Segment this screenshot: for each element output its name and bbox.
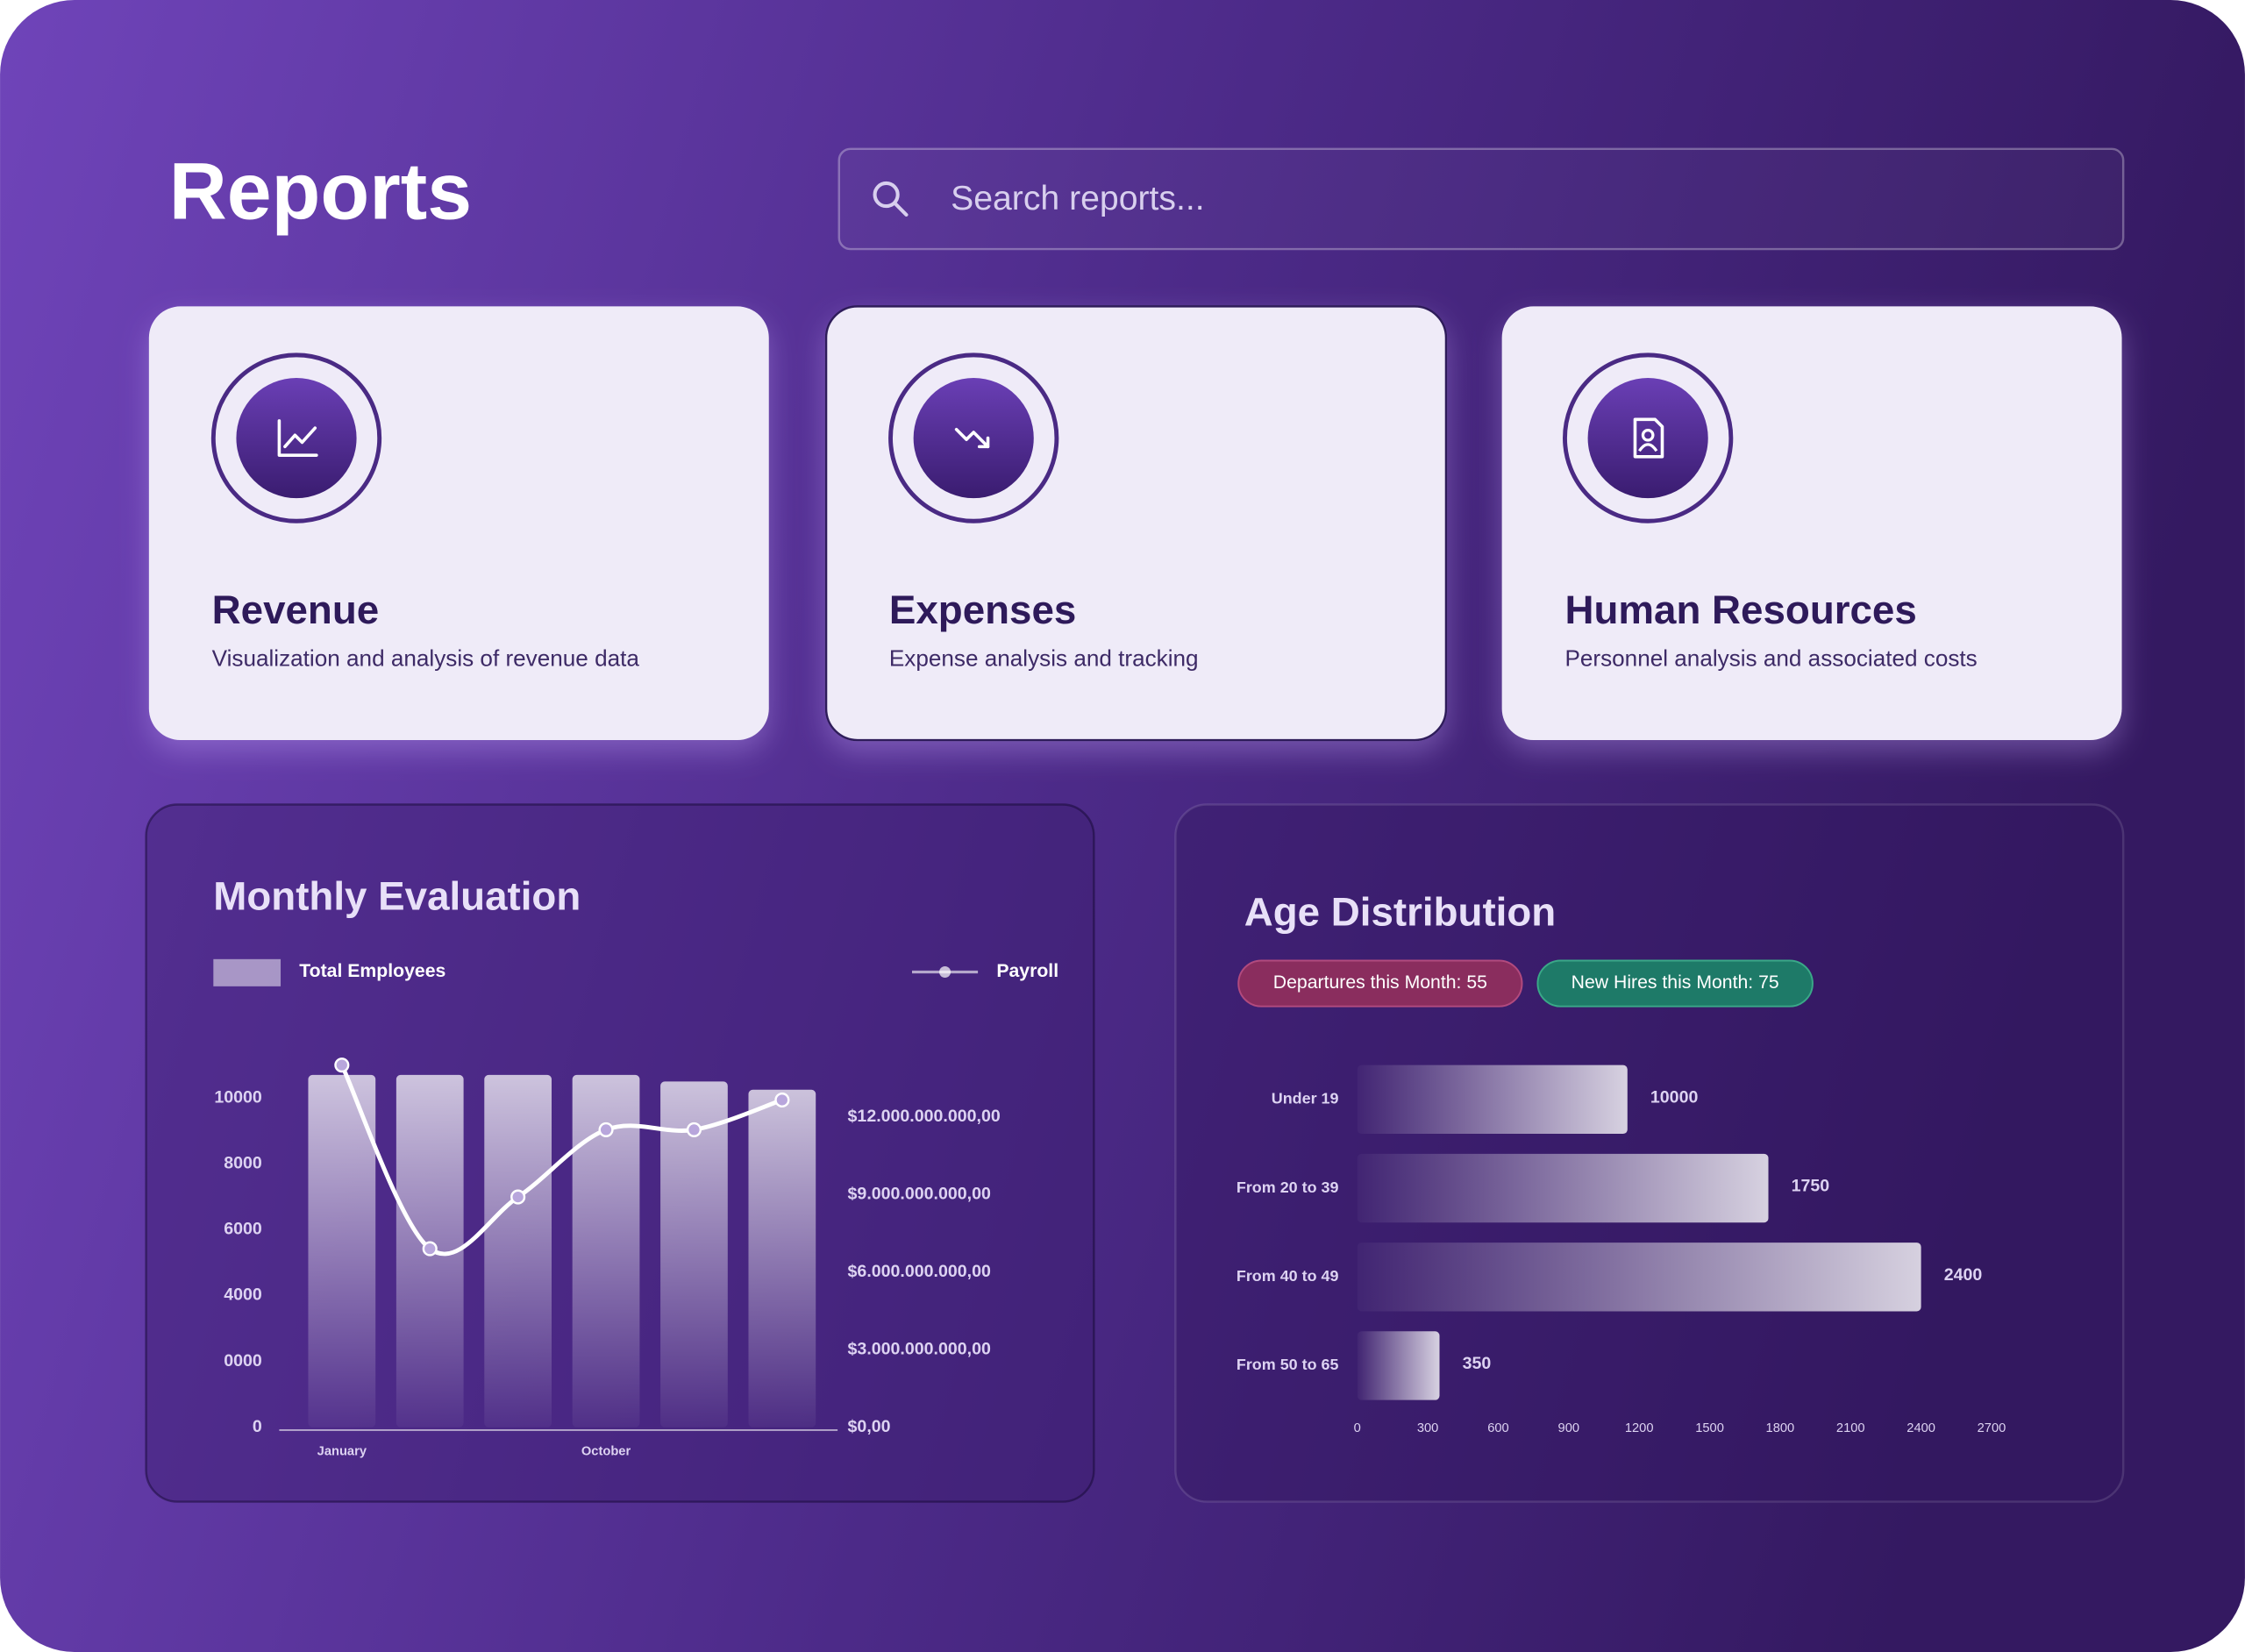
value-label: 2400: [1944, 1265, 1983, 1285]
card-title: Human Resources: [1564, 587, 1916, 632]
x-tick-label: 2700: [1978, 1421, 2006, 1435]
chart-icon: [277, 419, 318, 457]
chart-title: Age Distribution: [1244, 889, 1556, 934]
value-label: 1750: [1792, 1177, 1830, 1196]
x-tick-label: 0: [1354, 1421, 1361, 1435]
search-icon-handle: [893, 201, 909, 217]
icon-disc: [1587, 378, 1708, 499]
icon-disc: [913, 378, 1034, 499]
payroll-point: [422, 1241, 438, 1257]
x-tick-label: 1200: [1625, 1421, 1654, 1435]
employee-bar: [660, 1081, 728, 1428]
page-title: Reports: [169, 146, 472, 236]
card-surface[interactable]: [824, 305, 1448, 742]
age-bar: [1357, 1331, 1440, 1400]
employee-bar: [572, 1074, 640, 1428]
y2-tick-label: $12.000.000.000,00: [848, 1107, 1001, 1126]
y-tick-label: 0: [253, 1417, 262, 1436]
card-surface[interactable]: [148, 306, 769, 741]
payroll-point: [334, 1057, 350, 1073]
search-box[interactable]: Search reports...: [837, 147, 2125, 251]
payroll-point: [598, 1122, 614, 1137]
card-description: Expense analysis and tracking: [889, 645, 1199, 672]
x-tick-label: January: [317, 1444, 367, 1458]
y-tick-label: From 40 to 49: [1237, 1267, 1339, 1285]
age-bar: [1357, 1065, 1628, 1135]
card[interactable]: Human Resources Personnel analysis and a…: [1501, 306, 2122, 741]
value-label: 350: [1463, 1354, 1492, 1373]
search-icon: [873, 181, 900, 209]
x-tick-label: 1800: [1766, 1421, 1795, 1435]
x-tick-label: 1500: [1695, 1421, 1724, 1435]
x-tick-label: 900: [1558, 1421, 1580, 1435]
x-tick-label: October: [581, 1444, 631, 1458]
person-icon-head: [1641, 428, 1655, 442]
employee-bar: [484, 1074, 552, 1428]
y2-tick-label: $0,00: [848, 1417, 891, 1436]
legend-swatch: [213, 958, 282, 986]
card-description: Visualization and analysis of revenue da…: [212, 645, 640, 672]
y-tick-label: Under 19: [1272, 1090, 1339, 1107]
y-tick-label: 4000: [224, 1285, 262, 1305]
badge: [1536, 959, 1814, 1008]
y2-tick-label: $9.000.000.000,00: [848, 1184, 991, 1203]
plots: 0000040006000800010000$0,00$3.000.000.00…: [213, 958, 2006, 1458]
employee-bar: [748, 1089, 816, 1428]
y2-tick-label: $3.000.000.000,00: [848, 1339, 991, 1358]
x-tick-label: 600: [1487, 1421, 1509, 1435]
card[interactable]: Expenses Expense analysis and tracking: [824, 305, 1448, 742]
card[interactable]: Revenue Visualization and analysis of re…: [148, 306, 769, 741]
legend-label: Payroll: [996, 961, 1058, 981]
legend-marker: [939, 965, 951, 979]
x-tick-label: 2100: [1836, 1421, 1865, 1435]
y-tick-label: From 50 to 65: [1237, 1356, 1339, 1373]
document-icon: [1633, 417, 1664, 459]
age-bar: [1357, 1153, 1769, 1223]
chart-title: Monthly Evaluation: [213, 873, 581, 918]
y-tick-label: 10000: [214, 1087, 262, 1107]
x-tick-label: 300: [1417, 1421, 1439, 1435]
employee-bar: [308, 1074, 376, 1428]
badge-label: New Hires this Month: 75: [1572, 972, 1779, 993]
legend-label: Total Employees: [299, 961, 445, 981]
card-title: Expenses: [889, 587, 1076, 632]
person-icon-body: [1638, 443, 1658, 452]
trend-down-icon: [954, 427, 990, 449]
badge: [1237, 959, 1523, 1008]
card-description: Personnel analysis and associated costs: [1564, 645, 1977, 672]
search-placeholder: Search reports...: [951, 180, 1205, 217]
y-tick-label: 8000: [224, 1153, 262, 1172]
y2-tick-label: $6.000.000.000,00: [848, 1262, 991, 1281]
age-bar: [1357, 1243, 1921, 1312]
search-field[interactable]: [837, 147, 2125, 251]
payroll-point: [686, 1122, 702, 1137]
x-tick-label: 2400: [1906, 1421, 1935, 1435]
badge-label: Departures this Month: 55: [1273, 972, 1487, 993]
value-label: 10000: [1650, 1087, 1699, 1107]
y-tick-label: From 20 to 39: [1237, 1178, 1339, 1196]
y-tick-label: 6000: [224, 1220, 262, 1239]
card-title: Revenue: [212, 587, 380, 632]
payroll-point: [510, 1189, 526, 1205]
y-tick-label: 0000: [224, 1351, 262, 1371]
payroll-point: [774, 1092, 790, 1108]
